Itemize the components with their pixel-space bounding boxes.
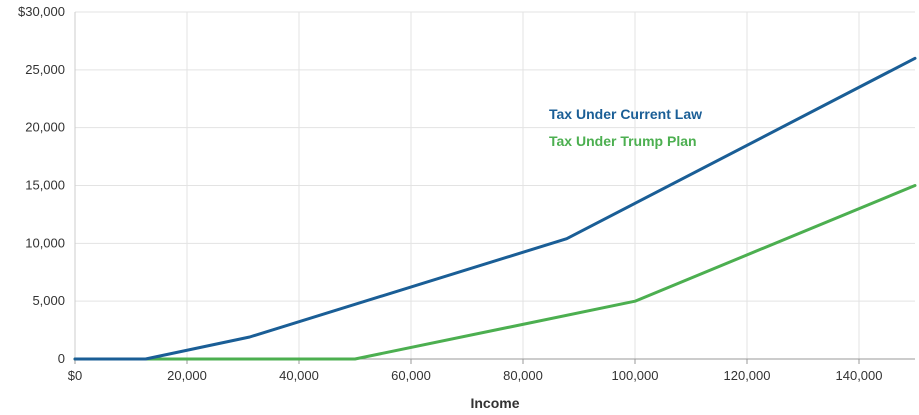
x-tick-label: 100,000 [612, 368, 659, 383]
x-axis-title: Income [470, 395, 519, 411]
grid [75, 11, 915, 359]
y-tick-label: 5,000 [32, 293, 65, 308]
axes [74, 12, 915, 364]
x-tick-label: 140,000 [836, 368, 883, 383]
x-tick-label: 20,000 [167, 368, 207, 383]
series-line-tax-under-current-law [73, 56, 917, 361]
y-tick-label: 0 [58, 351, 65, 366]
y-tick-label: 15,000 [25, 178, 65, 193]
y-tick-label: 10,000 [25, 235, 65, 250]
series-line-tax-under-trump-plan [73, 184, 917, 361]
x-tick-label: 60,000 [391, 368, 431, 383]
x-tick-label: 40,000 [279, 368, 319, 383]
y-tick-label: $30,000 [18, 4, 65, 19]
y-tick-label: 25,000 [25, 62, 65, 77]
x-tick-label: 120,000 [724, 368, 771, 383]
legend-label: Tax Under Current Law [549, 106, 702, 122]
series-lines [73, 56, 917, 361]
y-tick-label: 20,000 [25, 120, 65, 135]
legend-label: Tax Under Trump Plan [549, 133, 697, 149]
tick-labels: 0 5,000 10,000 15,000 20,000 25,000 $30,000 $0 2… [18, 4, 883, 383]
x-tick-label: 80,000 [503, 368, 543, 383]
x-tick-label: $0 [68, 368, 82, 383]
legend: Tax Under Current Law Tax Under Trump Pla… [549, 106, 702, 149]
